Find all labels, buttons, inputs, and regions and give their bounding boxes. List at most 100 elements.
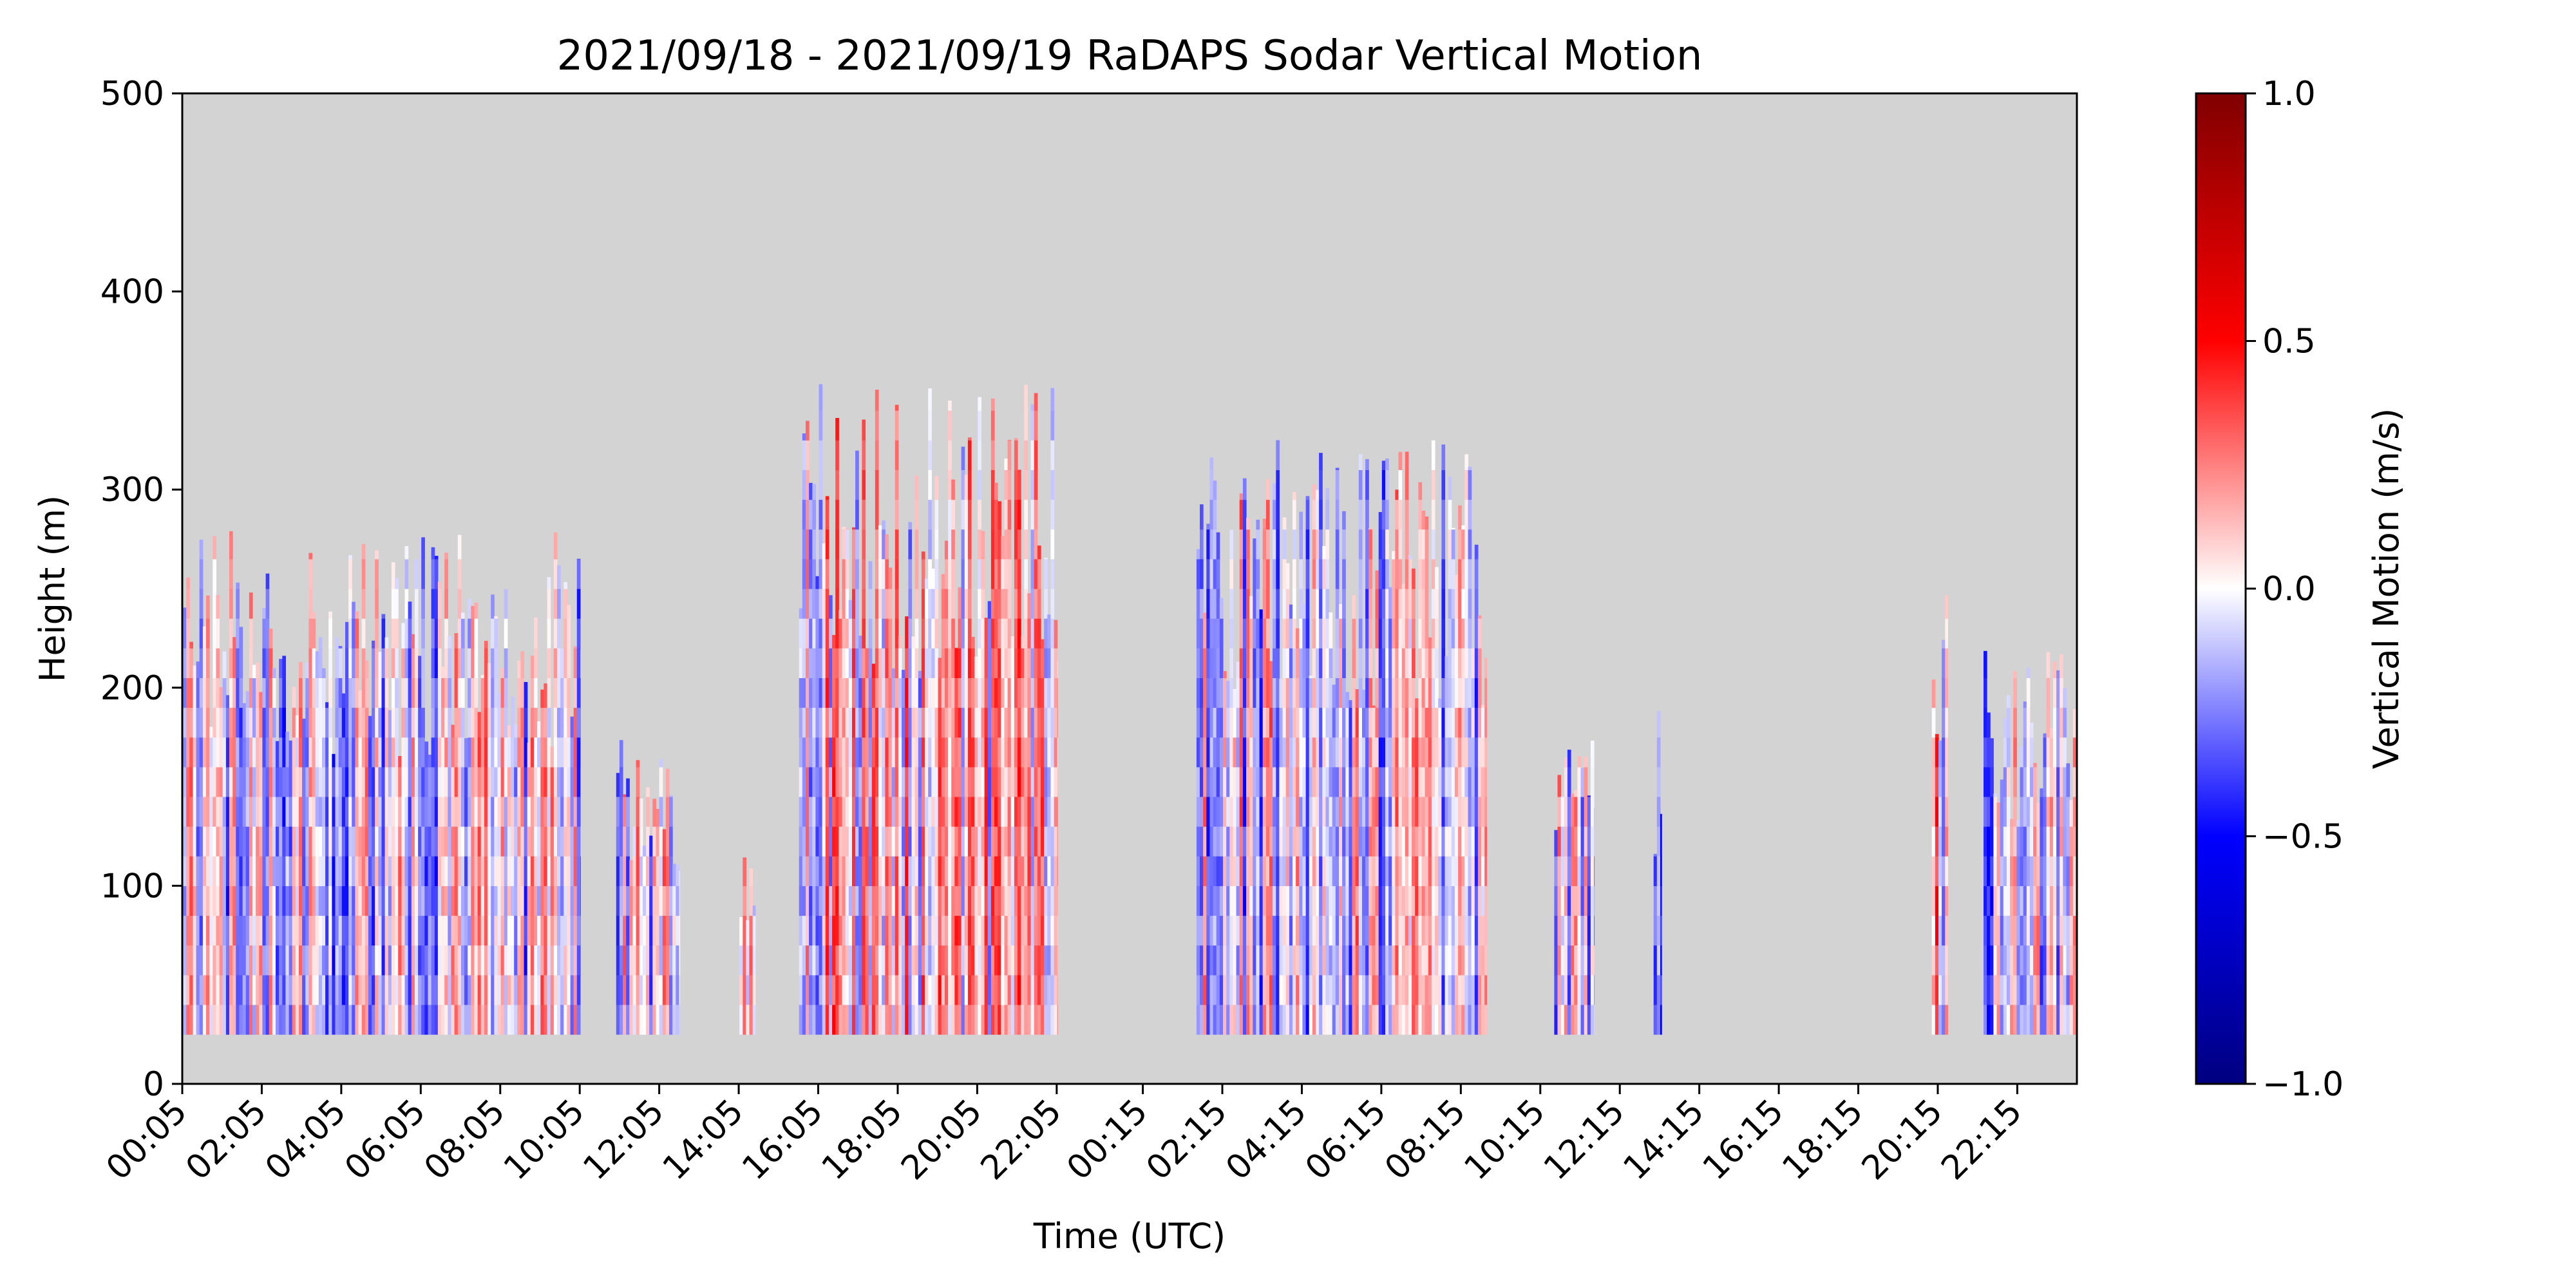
heatmap-cell [1938, 826, 1942, 857]
heatmap-cell [1412, 945, 1416, 976]
heatmap-cell [338, 945, 343, 976]
heatmap-cell [225, 974, 230, 1005]
heatmap-cell [468, 648, 471, 678]
heatmap-cell [1571, 797, 1575, 827]
heatmap-cell [1001, 974, 1005, 1005]
heatmap-cell [441, 974, 445, 1005]
heatmap-cell [451, 915, 455, 946]
heatmap-cell [1001, 558, 1005, 589]
heatmap-cell [553, 618, 558, 649]
heatmap-cell [1464, 469, 1468, 500]
heatmap-cell [902, 826, 905, 857]
heatmap-cell [381, 618, 386, 649]
heatmap-cell [193, 737, 197, 768]
heatmap-cell [1441, 886, 1446, 916]
heatmap-cell [829, 595, 833, 619]
heatmap-cell [1405, 707, 1409, 738]
heatmap-cell [1388, 974, 1392, 1005]
heatmap-cell [391, 826, 395, 857]
heatmap-cell [1931, 856, 1936, 886]
heatmap-cell [494, 707, 498, 738]
heatmap-cell [1322, 974, 1326, 1005]
heatmap-cell [938, 974, 942, 1005]
heatmap-cell [1942, 648, 1946, 678]
heatmap-cell [1339, 826, 1343, 857]
heatmap-cell [325, 1005, 329, 1035]
heatmap-cell [1305, 886, 1310, 916]
heatmap-cell [1342, 797, 1346, 827]
heatmap-cell [206, 915, 210, 946]
heatmap-cell [1464, 915, 1468, 946]
heatmap-cell [494, 648, 498, 678]
heatmap-cell [1041, 797, 1045, 827]
heatmap-cell [938, 737, 942, 768]
heatmap-cell [418, 1005, 422, 1035]
heatmap-cell [1935, 856, 1939, 886]
heatmap-cell [381, 856, 386, 886]
heatmap-cell [378, 652, 383, 679]
heatmap-cell [338, 856, 343, 886]
heatmap-cell [1276, 440, 1280, 471]
heatmap-cell [967, 589, 972, 619]
heatmap-cell [1464, 677, 1468, 708]
heatmap-cell [1412, 677, 1416, 708]
heatmap-cell [891, 737, 896, 768]
heatmap-cell [1229, 589, 1233, 619]
heatmap-cell [1242, 499, 1247, 530]
heatmap-cell [1987, 797, 1991, 827]
heatmap-cell [460, 886, 465, 916]
heatmap-cell [249, 1005, 253, 1035]
heatmap-cell [441, 667, 445, 678]
heatmap-cell [944, 1005, 949, 1035]
heatmap-cell [1242, 797, 1247, 827]
heatmap-cell [570, 737, 574, 768]
heatmap-cell [285, 826, 290, 857]
heatmap-cell [279, 915, 283, 946]
heatmap-cell [570, 766, 574, 797]
heatmap-cell [1233, 974, 1237, 1005]
heatmap-cell [1451, 766, 1455, 797]
heatmap-cell [1282, 517, 1287, 530]
heatmap-cell [444, 974, 448, 1005]
heatmap-cell [1590, 1005, 1595, 1035]
heatmap-cell [1484, 945, 1488, 976]
heatmap-cell [1421, 707, 1426, 738]
heatmap-cell [1372, 737, 1376, 768]
heatmap-cell [1236, 737, 1240, 768]
heatmap-cell [1349, 1005, 1353, 1035]
heatmap-cell [1054, 766, 1058, 797]
heatmap-cell [1435, 648, 1439, 678]
heatmap-cell [534, 766, 538, 797]
heatmap-cell [1392, 856, 1396, 886]
heatmap-cell [1431, 945, 1435, 976]
heatmap-cell [1293, 856, 1296, 886]
heatmap-cell [209, 826, 213, 857]
heatmap-cell [749, 945, 753, 976]
heatmap-cell [2010, 974, 2014, 1005]
heatmap-cell [252, 737, 256, 768]
heatmap-cell [967, 945, 972, 976]
heatmap-cell [1342, 529, 1346, 560]
heatmap-cell [576, 558, 581, 589]
heatmap-cell [480, 945, 485, 976]
heatmap-cell [646, 826, 650, 857]
heatmap-cell [994, 766, 998, 797]
heatmap-cell [1984, 766, 1987, 797]
heatmap-cell [216, 915, 220, 946]
heatmap-cell [279, 766, 283, 797]
heatmap-cell [895, 797, 899, 827]
heatmap-cell [1273, 618, 1276, 649]
heatmap-cell [414, 945, 419, 976]
heatmap-cell [1477, 648, 1482, 678]
heatmap-cell [842, 826, 846, 857]
heatmap-cell [1468, 466, 1472, 471]
heatmap-cell [308, 886, 313, 916]
heatmap-cell [1461, 945, 1465, 976]
heatmap-cell [895, 589, 899, 619]
heatmap-cell [1319, 856, 1323, 886]
heatmap-cell [308, 737, 313, 768]
heatmap-cell [444, 1005, 448, 1035]
heatmap-cell [1316, 489, 1320, 500]
heatmap-cell [1451, 648, 1455, 678]
heatmap-cell [1477, 945, 1482, 976]
